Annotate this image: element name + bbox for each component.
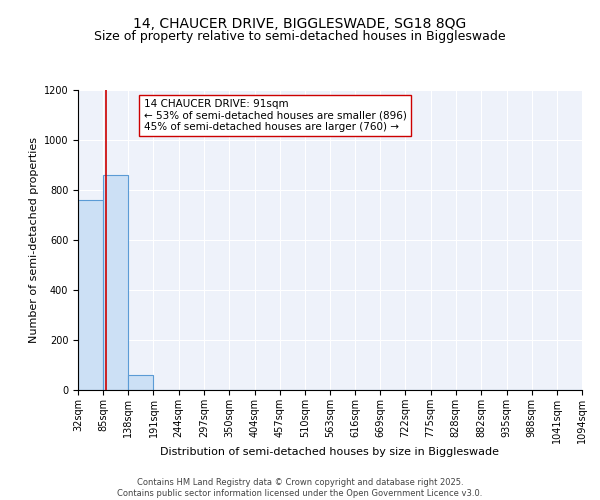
Text: Contains HM Land Registry data © Crown copyright and database right 2025.
Contai: Contains HM Land Registry data © Crown c…: [118, 478, 482, 498]
Bar: [128, 375, 154, 390]
Text: 14, CHAUCER DRIVE, BIGGLESWADE, SG18 8QG: 14, CHAUCER DRIVE, BIGGLESWADE, SG18 8QG: [133, 18, 467, 32]
Text: Size of property relative to semi-detached houses in Biggleswade: Size of property relative to semi-detach…: [94, 30, 506, 43]
Bar: [103, 175, 128, 390]
Y-axis label: Number of semi-detached properties: Number of semi-detached properties: [29, 137, 40, 343]
Text: 14 CHAUCER DRIVE: 91sqm
← 53% of semi-detached houses are smaller (896)
45% of s: 14 CHAUCER DRIVE: 91sqm ← 53% of semi-de…: [143, 99, 406, 132]
X-axis label: Distribution of semi-detached houses by size in Biggleswade: Distribution of semi-detached houses by …: [161, 447, 499, 457]
Bar: [78, 200, 103, 390]
